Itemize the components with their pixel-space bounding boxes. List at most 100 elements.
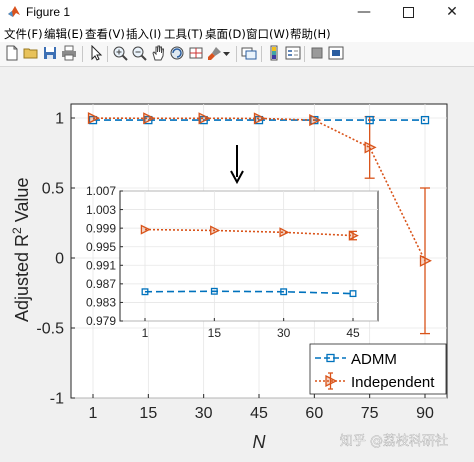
- zoom-out-icon[interactable]: [131, 45, 147, 61]
- marker-admm: [310, 115, 319, 125]
- x-tick-label: 75: [361, 405, 379, 422]
- maximize-button[interactable]: [386, 0, 430, 24]
- close-icon: ✕: [446, 4, 458, 20]
- maximize-icon: [402, 6, 414, 18]
- save-icon[interactable]: [42, 45, 58, 61]
- toolbar-separator: [107, 46, 108, 62]
- x-tick-label: 15: [139, 405, 157, 422]
- marker-admm: [349, 290, 357, 298]
- rotate-icon[interactable]: [169, 45, 185, 61]
- menu-help[interactable]: 帮助(H): [290, 27, 331, 41]
- main-series-group: [87, 112, 432, 335]
- menu-view[interactable]: 查看(V): [85, 27, 125, 41]
- link-plot-icon[interactable]: [241, 45, 257, 61]
- menu-file[interactable]: 文件(F): [4, 27, 43, 41]
- menu-window[interactable]: 窗口(W): [246, 27, 290, 41]
- marker-admm: [420, 115, 430, 125]
- y-tick-label: 0: [55, 251, 64, 268]
- marker-independent: [364, 141, 377, 154]
- y-tick-label: 0.995: [86, 240, 116, 254]
- marker-admm: [144, 115, 153, 125]
- marker-independent: [279, 227, 290, 238]
- show-plot-tools-icon[interactable]: [328, 45, 344, 61]
- pan-icon[interactable]: [150, 45, 166, 61]
- main-y-ticks: -1 -0.5 0 0.5 1: [36, 111, 75, 408]
- series-line-independent: [144, 228, 354, 237]
- inset-series-group: [140, 224, 359, 298]
- y-axis-label: Adjusted R2 Value: [10, 178, 32, 322]
- y-tick-label: 0.999: [86, 221, 116, 235]
- figure-toolbar: [0, 42, 474, 67]
- data-cursor-icon[interactable]: [188, 45, 204, 61]
- x-tick-label: 45: [346, 326, 360, 340]
- toolbar-separator: [236, 46, 237, 62]
- legend[interactable]: ADMM Independent: [309, 343, 447, 395]
- y-tick-label: 0.979: [86, 314, 116, 328]
- y-tick-label: 0.983: [86, 296, 116, 310]
- brush-icon[interactable]: [207, 45, 223, 61]
- main-x-ticks: 1 15 30 45 60 75 90: [89, 394, 434, 422]
- menu-edit[interactable]: 编辑(E): [44, 27, 84, 41]
- brush-dropdown-icon[interactable]: [222, 45, 231, 61]
- y-axis-label-main: Adjusted R: [12, 234, 32, 322]
- zoom-in-icon[interactable]: [112, 45, 128, 61]
- pointer-icon[interactable]: [88, 45, 104, 61]
- hide-plot-tools-icon[interactable]: [309, 45, 325, 61]
- marker-independent: [87, 112, 100, 125]
- legend-marker-admm: [326, 353, 335, 363]
- y-tick-label: -1: [50, 391, 64, 408]
- toolbar-separator: [304, 46, 305, 62]
- minimize-icon: —: [357, 4, 371, 20]
- matlab-logo-icon: [8, 6, 20, 17]
- marker-independent: [198, 112, 211, 125]
- watermark-text: 知乎 @荔枝科研社: [340, 433, 448, 449]
- minimize-button[interactable]: —: [342, 0, 386, 24]
- legend-icon[interactable]: [285, 45, 301, 61]
- series-line-admm: [144, 290, 354, 295]
- y-tick-label: 1.003: [86, 203, 116, 217]
- close-button[interactable]: ✕: [430, 0, 474, 24]
- colorbar-icon[interactable]: [266, 45, 282, 61]
- marker-independent: [210, 225, 221, 236]
- open-icon[interactable]: [23, 45, 39, 61]
- x-tick-label: 1: [89, 405, 98, 422]
- x-tick-label: 45: [250, 405, 268, 422]
- inset-x-ticks: 1 15 30 45: [142, 318, 360, 340]
- legend-label-independent: Independent: [351, 374, 435, 391]
- marker-admm: [365, 115, 374, 125]
- inset-y-ticks: 0.979 0.983 0.987 0.991 0.995 0.999 1.003 1.007: [86, 184, 123, 328]
- marker-independent: [419, 254, 432, 267]
- print-icon[interactable]: [61, 45, 77, 61]
- menu-insert[interactable]: 插入(I): [126, 27, 162, 41]
- marker-independent: [309, 114, 322, 127]
- y-tick-label: 0.5: [42, 181, 64, 198]
- figure-canvas: 1 15 30 45 60 75 90 -1 -0.5 0 0.5 1 N Adjusted R2 …: [0, 67, 474, 457]
- legend-entry-independent: Independent: [315, 372, 435, 391]
- y-axis-label-sup: 2: [10, 227, 24, 234]
- legend-label-admm: ADMM: [351, 351, 397, 368]
- marker-admm: [210, 287, 218, 295]
- legend-marker-independent: [325, 374, 338, 388]
- zoom-arrow: [230, 145, 244, 185]
- toolbar-separator: [82, 46, 83, 62]
- x-tick-label: 1: [142, 326, 149, 340]
- toolbar-separator: [261, 46, 262, 62]
- y-tick-label: 1: [55, 111, 64, 128]
- menu-desktop[interactable]: 桌面(D): [205, 27, 246, 41]
- main-chart[interactable]: 1 15 30 45 60 75 90 -1 -0.5 0 0.5 1 N Adjusted R2 …: [0, 67, 474, 457]
- y-tick-label: 0.987: [86, 277, 116, 291]
- y-tick-label: 1.007: [86, 184, 116, 198]
- menu-tools[interactable]: 工具(T): [164, 27, 203, 41]
- marker-admm: [141, 288, 149, 296]
- marker-independent: [253, 112, 266, 125]
- new-figure-icon[interactable]: [4, 45, 20, 61]
- marker-independent: [348, 230, 359, 241]
- x-tick-label: 15: [208, 326, 222, 340]
- x-tick-label: 30: [195, 405, 213, 422]
- title-bar: Figure 1 — ✕: [0, 0, 474, 25]
- inset-grid: [120, 190, 378, 322]
- y-tick-label: 0.991: [86, 258, 116, 272]
- legend-entry-admm: ADMM: [315, 351, 397, 368]
- inset-plot-area: [119, 190, 379, 322]
- window-title: Figure 1: [26, 5, 71, 19]
